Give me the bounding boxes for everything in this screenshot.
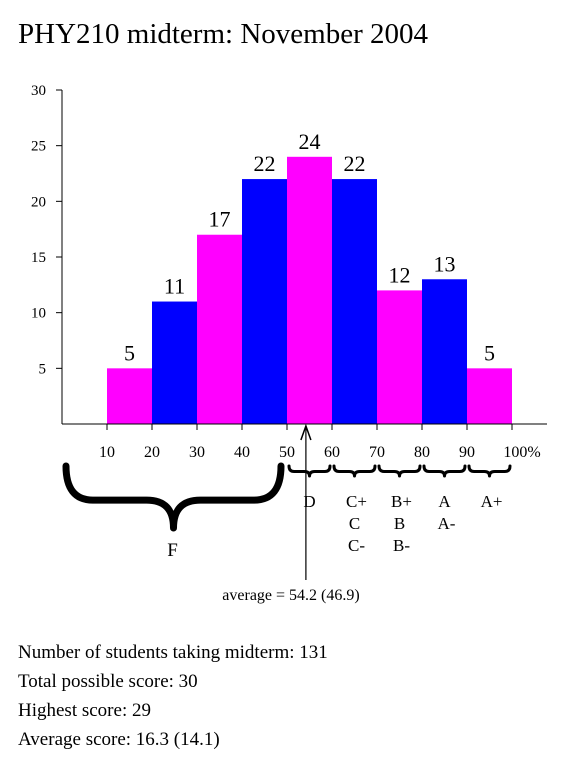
- grade-label: B: [394, 514, 405, 533]
- y-tick-label: 5: [39, 361, 47, 377]
- grade-label: A-: [438, 514, 456, 533]
- bar-value-label: 12: [389, 262, 411, 287]
- bar-value-label: 5: [124, 340, 135, 365]
- x-tick-label: 30: [189, 444, 205, 461]
- students-count-text: Number of students taking midterm: 131: [18, 642, 328, 663]
- bar-value-label: 5: [484, 340, 495, 365]
- x-tick-label: 40: [234, 444, 250, 461]
- bar-value-label: 11: [164, 274, 185, 299]
- grade-label: F: [167, 540, 178, 561]
- grade-brace: [422, 464, 467, 478]
- grade-label: C-: [348, 536, 365, 555]
- grade-brace: [332, 464, 377, 478]
- x-tick-label: 70: [369, 444, 385, 461]
- chart-title: PHY210 midterm: November 2004: [18, 18, 428, 50]
- y-tick-label: 10: [31, 306, 46, 322]
- y-tick-label: 30: [31, 83, 46, 99]
- average-arrow-head: [300, 423, 312, 441]
- histogram-bar: [422, 279, 467, 424]
- average-label: average = 54.2 (46.9): [222, 587, 359, 604]
- x-tick-label: 90: [459, 444, 475, 461]
- y-tick-label: 15: [31, 250, 46, 266]
- bar-value-label: 24: [299, 129, 321, 154]
- average-score-text: Average score: 16.3 (14.1): [18, 729, 220, 750]
- y-tick-label: 25: [31, 139, 46, 155]
- highest-score-text: Highest score: 29: [18, 700, 151, 721]
- grade-label: B-: [393, 536, 410, 555]
- y-tick-label: 20: [31, 194, 46, 210]
- grade-label: C: [349, 514, 360, 533]
- histogram-bar: [287, 156, 332, 425]
- x-tick-label: 60: [324, 444, 340, 461]
- bar-value-label: 22: [344, 151, 366, 176]
- grade-brace: [467, 464, 512, 478]
- histogram-bar: [197, 234, 242, 424]
- x-tick-label: 100%: [503, 444, 540, 461]
- grade-brace: [377, 464, 422, 478]
- bar-value-label: 17: [209, 207, 231, 232]
- x-tick-label: 20: [144, 444, 160, 461]
- x-tick-label: 50: [279, 444, 295, 461]
- grade-label: D: [303, 492, 315, 511]
- histogram-chart: 5 11 17 22 24 22 12 13 5 5 10 15 20 25 30 10 20 30 40 50 60 7…: [31, 83, 547, 604]
- x-tick-label: 80: [414, 444, 430, 461]
- histogram-bar: [107, 368, 152, 424]
- grade-label: A+: [481, 492, 503, 511]
- histogram-bar: [152, 301, 197, 424]
- bar-value-label: 13: [434, 251, 456, 276]
- grade-label: A: [438, 492, 451, 511]
- histogram-bar: [242, 179, 287, 424]
- total-score-text: Total possible score: 30: [18, 671, 198, 692]
- grade-brace: [287, 464, 332, 478]
- x-tick-label: 10: [99, 444, 115, 461]
- grade-label: C+: [346, 492, 367, 511]
- histogram-bar: [332, 179, 377, 424]
- grade-brace: [62, 462, 285, 532]
- histogram-bar: [467, 368, 512, 424]
- statistics-block: Number of students taking midterm: 131 T…: [18, 638, 328, 754]
- histogram-bar: [377, 290, 422, 424]
- grade-label: B+: [391, 492, 412, 511]
- bar-value-label: 22: [254, 151, 276, 176]
